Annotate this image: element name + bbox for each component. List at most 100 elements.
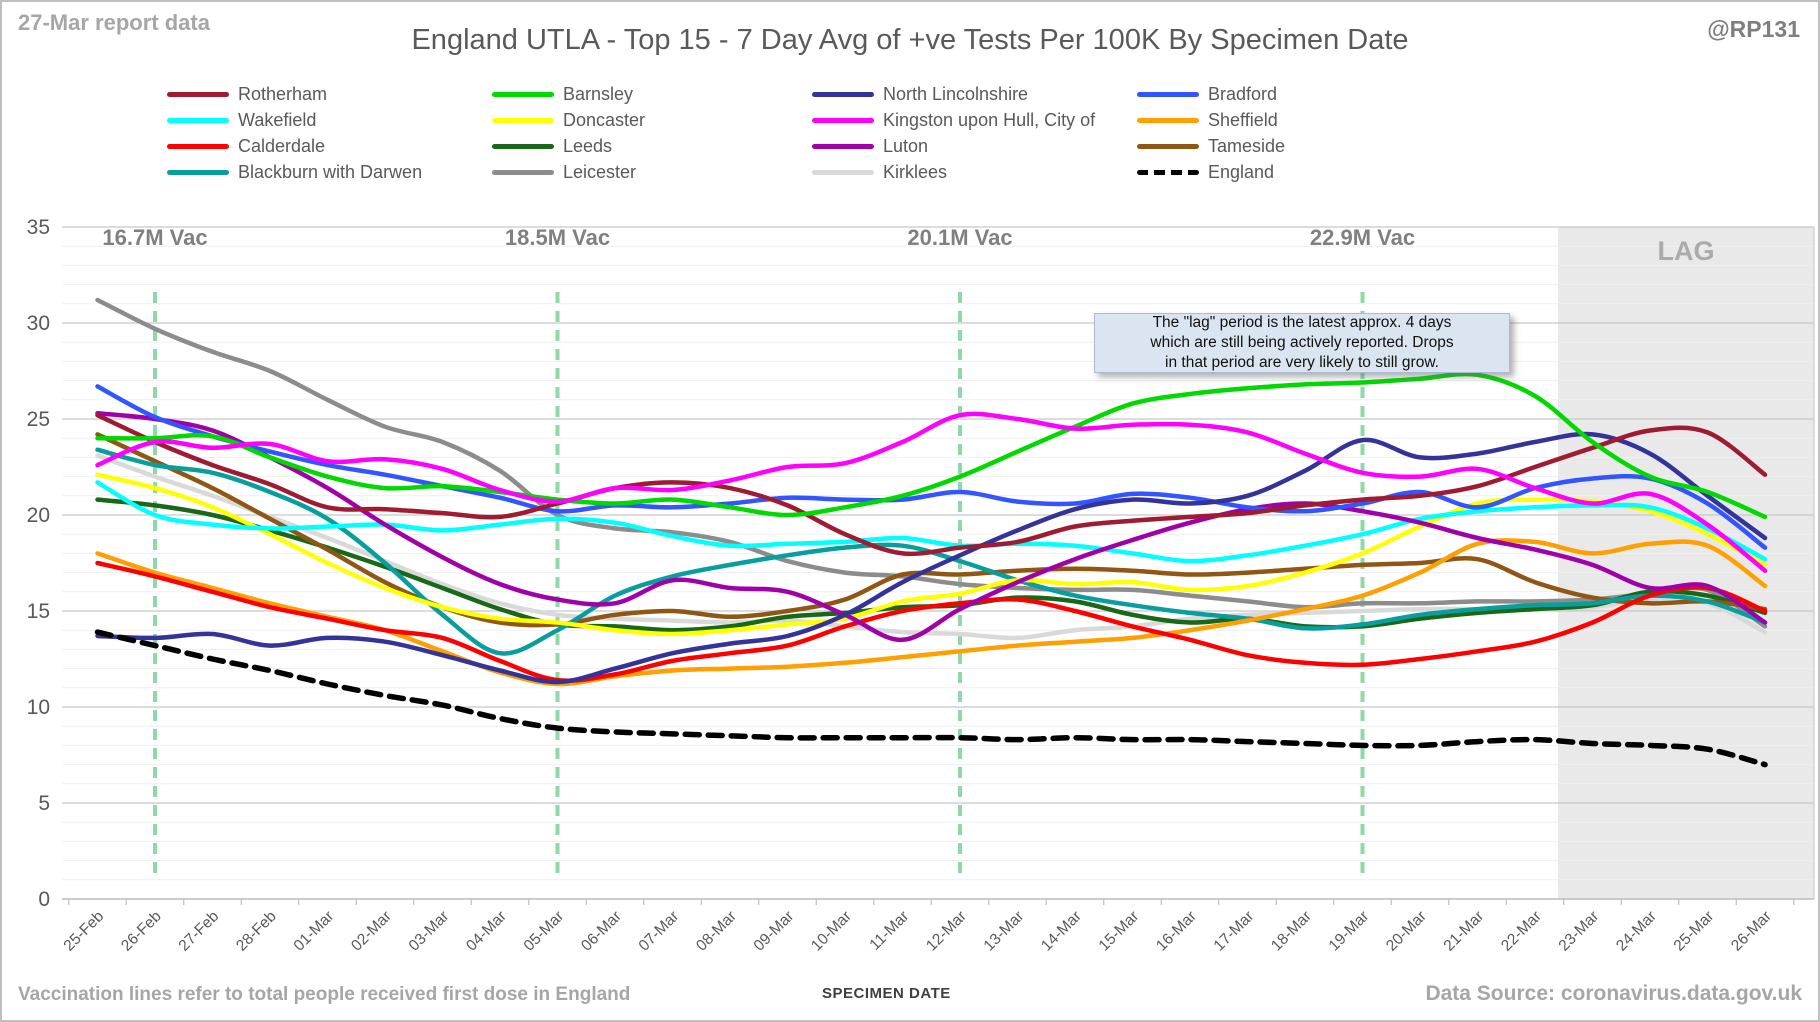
report-note: 27-Mar report data [18, 10, 210, 35]
lag-annotation-line: The "lag" period is the latest approx. 4… [1152, 314, 1452, 332]
y-axis-tick-label: 15 [27, 600, 50, 623]
legend-swatch-sheffield [1137, 117, 1199, 123]
lag-annotation-line: which are still being actively reported.… [1150, 334, 1454, 352]
legend-label: Kingston upon Hull, City of [883, 109, 1096, 130]
legend-label: Rotherham [238, 83, 328, 104]
x-axis-tick-label: 24-Mar [1613, 908, 1660, 955]
legend-item-tameside: Tameside [1137, 136, 1285, 156]
x-axis-tick-label: 20-Mar [1383, 908, 1430, 955]
vaccination-label: 18.5M Vac [505, 225, 610, 250]
x-axis-tick-label: 11-Mar [866, 908, 912, 954]
legend-label: Kirklees [883, 161, 948, 182]
legend-label: England [1208, 161, 1275, 182]
page-title: England UTLA - Top 15 - 7 Day Avg of +ve… [411, 24, 1409, 56]
series-line-wakefield [95, 480, 1768, 564]
x-axis-tick-label: 27-Feb [176, 908, 223, 955]
x-axis-tick-label: 21-Mar [1441, 908, 1488, 955]
legend-swatch-calderdale [167, 143, 229, 149]
legend-label: North Lincolnshire [883, 83, 1029, 104]
x-axis-tick-label: 16-Mar [1153, 908, 1200, 955]
lag-region [1558, 227, 1814, 899]
legend-item-sheffield: Sheffield [1137, 110, 1278, 130]
series-line-barnsley [95, 371, 1768, 520]
legend-swatch-england [1137, 169, 1199, 175]
legend-swatch-north-lincolnshire [812, 91, 874, 97]
vaccination-label: 22.9M Vac [1310, 225, 1415, 250]
x-axis-tick-label: 09-Mar [751, 908, 798, 955]
legend-swatch-bradford [1137, 91, 1199, 97]
x-axis-tick-label: 02-Mar [348, 908, 395, 955]
series-line-rotherham [95, 412, 1768, 557]
legend-item-barnsley: Barnsley [492, 84, 633, 104]
x-axis-tick-label: 18-Mar [1268, 908, 1315, 955]
vaccination-footnote: Vaccination lines refer to total people … [18, 984, 631, 1005]
legend-item-kirklees: Kirklees [812, 162, 947, 182]
legend-swatch-kingston-upon-hull-city-of [812, 117, 874, 123]
x-axis-tick-label: 19-Mar [1326, 908, 1373, 955]
legend-item-kingston-upon-hull-city-of: Kingston upon Hull, City of [812, 110, 1095, 130]
y-axis-tick-label: 35 [27, 216, 50, 239]
legend-item-leicester: Leicester [492, 162, 636, 182]
legend-swatch-barnsley [492, 91, 554, 97]
legend-label: Doncaster [563, 109, 646, 130]
x-axis-tick-label: 01-Mar [291, 908, 338, 955]
lag-annotation: The "lag" period is the latest approx. 4… [1094, 313, 1510, 373]
x-axis-tick-label: 26-Mar [1728, 908, 1775, 955]
x-axis-tick-label: 04-Mar [463, 908, 510, 955]
legend-item-north-lincolnshire: North Lincolnshire [812, 84, 1028, 104]
x-axis-tick-label: 23-Mar [1556, 908, 1603, 955]
legend-swatch-luton [812, 143, 874, 149]
y-axis-tick-label: 30 [27, 312, 50, 335]
x-axis-tick-label: 07-Mar [636, 908, 683, 955]
legend-item-wakefield: Wakefield [167, 110, 316, 130]
lag-annotation-line: in that period are very likely to still … [1165, 353, 1439, 371]
legend-label: Luton [883, 135, 929, 156]
x-axis-tick-label: 03-Mar [406, 908, 453, 955]
legend-swatch-kirklees [812, 169, 874, 175]
x-axis-tick-label: 14-Mar [1038, 908, 1085, 955]
legend-swatch-blackburn-with-darwen [167, 169, 229, 175]
x-axis-tick-label: 13-Mar [981, 908, 1028, 955]
legend-item-bradford: Bradford [1137, 84, 1277, 104]
y-axis-tick-label: 5 [38, 792, 50, 815]
lag-label: LAG [1658, 236, 1715, 266]
x-axis-tick-label: 17-Mar [1211, 908, 1258, 955]
y-axis-tick-label: 25 [27, 408, 50, 431]
series-line-calderdale [95, 560, 1768, 683]
x-axis-tick-label: 12-Mar [923, 908, 970, 955]
x-axis-tick-label: 25-Feb [61, 908, 108, 955]
x-axis-tick-label: 08-Mar [693, 908, 740, 955]
legend-label: Tameside [1208, 135, 1286, 156]
x-axis-tick-label: 25-Mar [1671, 908, 1718, 955]
legend-item-luton: Luton [812, 136, 928, 156]
legend-label: Barnsley [563, 83, 634, 104]
legend-swatch-tameside [1137, 143, 1199, 149]
legend-item-england: England [1137, 162, 1274, 182]
legend-item-blackburn-with-darwen: Blackburn with Darwen [167, 162, 422, 182]
legend-label: Blackburn with Darwen [238, 161, 423, 182]
x-axis-tick-label: 26-Feb [118, 908, 165, 955]
series-line-england [94, 629, 1768, 768]
series-line-leicester [95, 297, 1768, 629]
legend-item-leeds: Leeds [492, 136, 612, 156]
legend-label: Leeds [563, 135, 613, 156]
series-line-bradford [95, 384, 1768, 550]
vaccination-label: 16.7M Vac [102, 225, 207, 250]
legend-swatch-rotherham [167, 91, 229, 97]
legend: Rotherham Barnsley North Lincolnshire Bradf… [2, 2, 1818, 202]
series-line-doncaster [95, 472, 1768, 637]
vaccination-label: 20.1M Vac [907, 225, 1012, 250]
legend-item-doncaster: Doncaster [492, 110, 645, 130]
legend-label: Wakefield [238, 109, 317, 130]
y-axis-tick-label: 0 [38, 888, 50, 911]
y-axis-tick-label: 20 [27, 504, 50, 527]
legend-swatch-doncaster [492, 117, 554, 123]
y-axis-tick-label: 10 [27, 696, 50, 719]
x-axis-title: SPECIMEN DATE [822, 985, 951, 1002]
x-axis-tick-label: 06-Mar [578, 908, 625, 955]
legend-swatch-leicester [492, 169, 554, 175]
series-line-blackburn-with-darwen [95, 447, 1768, 656]
legend-swatch-leeds [492, 143, 554, 149]
